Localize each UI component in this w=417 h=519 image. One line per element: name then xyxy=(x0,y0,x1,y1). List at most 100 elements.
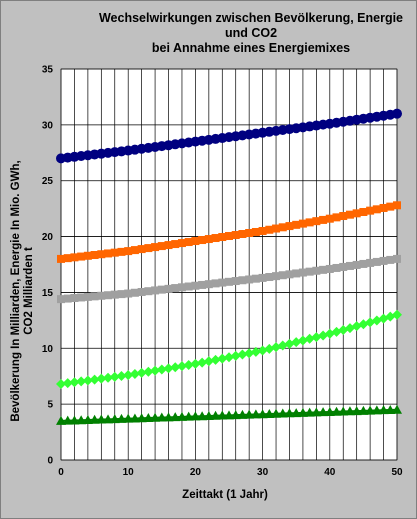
data-point xyxy=(392,108,402,119)
data-point xyxy=(318,330,329,341)
data-point xyxy=(332,213,341,222)
y-axis-title: Bevölkerung In Milliarden, Energie In Mi… xyxy=(10,160,35,421)
data-point xyxy=(177,239,186,248)
series-layer xyxy=(56,108,402,425)
data-point xyxy=(170,362,181,373)
data-point xyxy=(312,266,321,275)
data-point xyxy=(392,404,402,414)
data-point xyxy=(164,284,173,293)
data-point xyxy=(312,217,321,226)
data-point xyxy=(136,413,147,423)
data-point xyxy=(225,277,233,286)
data-point xyxy=(238,230,247,239)
data-point xyxy=(77,252,86,261)
data-point xyxy=(143,366,154,377)
data-point xyxy=(151,286,160,295)
data-point xyxy=(83,292,92,301)
data-point xyxy=(89,414,100,424)
data-point xyxy=(332,263,341,272)
data-point xyxy=(82,415,93,425)
data-point xyxy=(277,340,288,351)
data-point xyxy=(264,408,275,418)
data-point xyxy=(245,228,254,237)
data-point xyxy=(339,212,348,221)
data-point xyxy=(278,223,287,232)
data-point xyxy=(109,414,120,424)
data-point xyxy=(197,411,208,421)
data-point xyxy=(104,291,113,300)
data-point xyxy=(124,247,133,256)
series-2 xyxy=(57,201,401,263)
data-point xyxy=(210,354,221,365)
data-point xyxy=(291,337,302,348)
data-point xyxy=(392,309,402,320)
x-axis-title: Zeittakt (1 Jahr) xyxy=(182,489,268,501)
data-point xyxy=(97,291,106,300)
data-point xyxy=(124,289,133,298)
data-point xyxy=(292,269,301,278)
data-point xyxy=(251,274,260,283)
data-point xyxy=(393,201,401,210)
data-point xyxy=(284,338,295,349)
data-point xyxy=(311,407,322,417)
data-point xyxy=(129,368,140,379)
data-point xyxy=(352,209,361,218)
data-point xyxy=(339,262,348,271)
data-point xyxy=(297,335,308,346)
data-point xyxy=(359,207,368,216)
data-point xyxy=(157,285,166,294)
data-point xyxy=(211,279,220,288)
series-4 xyxy=(56,309,402,390)
data-point xyxy=(285,222,294,231)
data-point xyxy=(156,412,167,422)
data-point xyxy=(143,412,154,422)
data-point xyxy=(151,243,160,252)
x-axis-ticks: 0 10 20 30 40 50 xyxy=(58,467,403,478)
data-point xyxy=(90,292,99,301)
y-tick-label: 20 xyxy=(42,232,54,243)
data-point xyxy=(351,406,362,416)
data-point xyxy=(83,251,92,260)
data-point xyxy=(129,413,140,423)
data-point xyxy=(70,253,79,262)
data-point xyxy=(198,236,207,245)
data-point xyxy=(184,238,193,247)
series-3 xyxy=(57,254,401,304)
data-point xyxy=(96,373,107,384)
data-point xyxy=(130,288,139,297)
data-point xyxy=(76,376,87,387)
data-point xyxy=(117,247,126,256)
data-point xyxy=(244,348,255,359)
data-point xyxy=(176,361,187,372)
data-point xyxy=(63,294,72,303)
data-point xyxy=(63,254,72,263)
data-point xyxy=(372,205,381,214)
data-point xyxy=(345,210,354,219)
data-point xyxy=(203,410,214,420)
y-tick-label: 25 xyxy=(42,176,54,187)
data-point xyxy=(190,411,201,421)
data-point xyxy=(56,379,66,390)
data-point xyxy=(204,235,213,244)
data-point xyxy=(197,357,208,368)
data-point xyxy=(184,282,193,291)
data-point xyxy=(285,270,294,279)
y-tick-label: 5 xyxy=(47,400,53,411)
data-point xyxy=(163,412,174,422)
data-point xyxy=(164,241,173,250)
data-point xyxy=(278,271,287,280)
data-point xyxy=(117,290,126,299)
data-point xyxy=(150,412,161,422)
data-point xyxy=(379,203,388,212)
data-point xyxy=(218,233,227,242)
data-point xyxy=(311,332,322,343)
data-point xyxy=(76,415,87,425)
data-point xyxy=(69,377,80,388)
data-point xyxy=(157,242,166,251)
data-point xyxy=(231,277,240,286)
data-point xyxy=(116,370,127,381)
data-point xyxy=(358,405,369,415)
data-point xyxy=(183,360,194,371)
